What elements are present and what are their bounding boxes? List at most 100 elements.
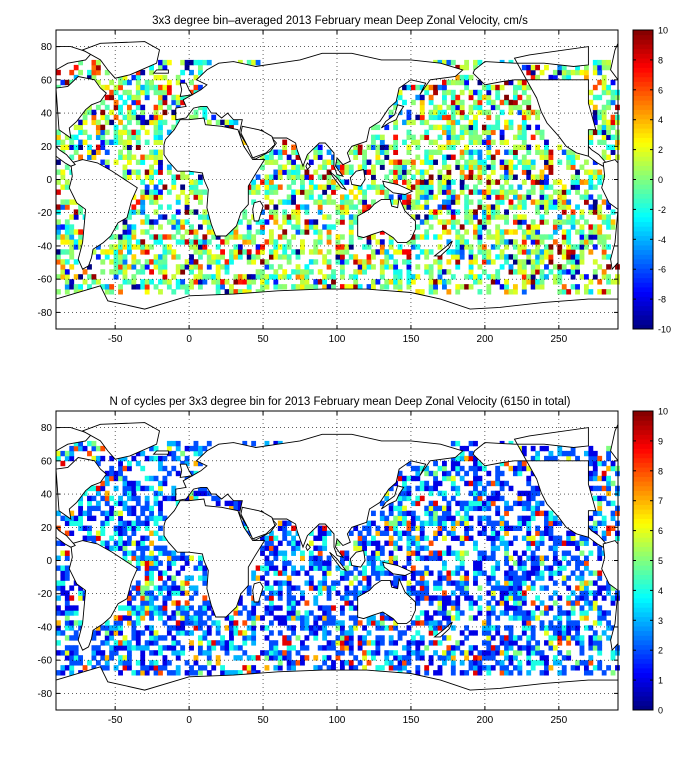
bin-cell [499, 470, 505, 477]
bin-cell [335, 254, 341, 260]
colorbar-band [633, 663, 653, 669]
bin-cell [393, 530, 399, 536]
colorbar-band [633, 411, 653, 417]
bin-cell [237, 234, 243, 240]
bin-cell [530, 234, 536, 240]
colorbar-band [633, 691, 653, 697]
bin-cell [118, 540, 123, 546]
bin-cell [490, 520, 496, 527]
bin-cell [419, 234, 425, 240]
bin-cell [371, 555, 376, 561]
bin-cell [442, 565, 447, 571]
bin-cell [56, 179, 61, 185]
bin-cell [606, 485, 612, 492]
bin-cell [60, 585, 66, 591]
bin-cell [535, 264, 541, 270]
bin-cell [100, 129, 106, 136]
bin-cell [481, 139, 487, 146]
bin-cell [495, 114, 501, 121]
bin-cell [335, 580, 341, 586]
bin-cell [512, 214, 518, 220]
colorbar-tick-label: 7 [658, 496, 663, 506]
bin-cell [135, 645, 141, 651]
bin-cell [566, 74, 572, 81]
bin-cell [100, 269, 106, 275]
bin-cell [610, 219, 616, 225]
bin-cell [268, 229, 274, 235]
bin-cell [158, 480, 163, 487]
colorbar-band [633, 230, 653, 237]
bin-cell [197, 625, 203, 631]
bin-cell [193, 625, 199, 631]
bin-cell [442, 525, 447, 531]
bin-cell [473, 565, 478, 571]
bin-cell [162, 254, 168, 260]
bin-cell [229, 229, 234, 235]
bin-cell [557, 289, 563, 295]
bin-cell [113, 159, 119, 165]
bin-cell [437, 585, 443, 591]
colorbar-band [633, 128, 653, 134]
bin-cell [557, 224, 563, 230]
bin-cell [442, 575, 447, 581]
bin-cell [64, 284, 70, 290]
bin-cell [291, 199, 296, 205]
bin-cell [495, 530, 501, 536]
bin-cell [286, 605, 292, 611]
bin-cell [149, 84, 155, 91]
bin-cell [583, 660, 589, 666]
bin-cell [78, 139, 84, 146]
bin-cell [171, 600, 177, 606]
bin-cell [552, 645, 558, 651]
bin-cell [579, 254, 585, 260]
bin-cell [69, 650, 75, 656]
bin-cell [486, 630, 492, 636]
bin-cell [419, 575, 425, 581]
bin-cell [282, 650, 288, 656]
bin-cell [202, 580, 208, 586]
bin-cell [504, 149, 509, 155]
bin-cell [122, 274, 128, 280]
bin-cell [419, 640, 425, 646]
bin-cell [473, 119, 478, 126]
bin-cell [552, 535, 558, 541]
bin-cell [326, 274, 332, 280]
bin-cell [428, 555, 434, 561]
bin-cell [495, 84, 501, 91]
bin-cell [490, 154, 496, 160]
bin-cell [437, 550, 443, 556]
bin-cell [326, 585, 332, 591]
bin-cell [490, 595, 496, 601]
bin-cell [544, 244, 549, 250]
bin-cell [544, 585, 549, 591]
bin-cell [144, 590, 150, 596]
bin-cell [530, 615, 536, 621]
bin-cell [428, 510, 434, 517]
bin-cell [521, 615, 527, 621]
bin-cell [526, 585, 532, 591]
bin-cell [140, 595, 146, 601]
bin-cell [215, 625, 221, 631]
bin-cell [295, 650, 301, 656]
bin-cell [446, 239, 452, 245]
bin-cell [162, 580, 168, 586]
bin-cell [153, 254, 159, 260]
bin-cell [162, 74, 168, 81]
bin-cell [424, 264, 430, 270]
bin-cell [122, 530, 128, 536]
colorbar-band [633, 114, 653, 120]
bin-cell [69, 620, 75, 626]
bin-cell [592, 199, 598, 205]
bin-cell [583, 244, 589, 250]
bin-cell [601, 249, 607, 255]
bin-cell [424, 269, 430, 275]
bin-cell [406, 184, 412, 190]
bin-cell [237, 630, 243, 636]
bin-cell [397, 530, 403, 536]
bin-cell [393, 525, 399, 531]
bin-cell [69, 234, 75, 240]
bin-cell [144, 84, 150, 91]
bin-cell [286, 244, 292, 250]
bin-cell [180, 234, 186, 240]
bin-cell [588, 570, 594, 576]
